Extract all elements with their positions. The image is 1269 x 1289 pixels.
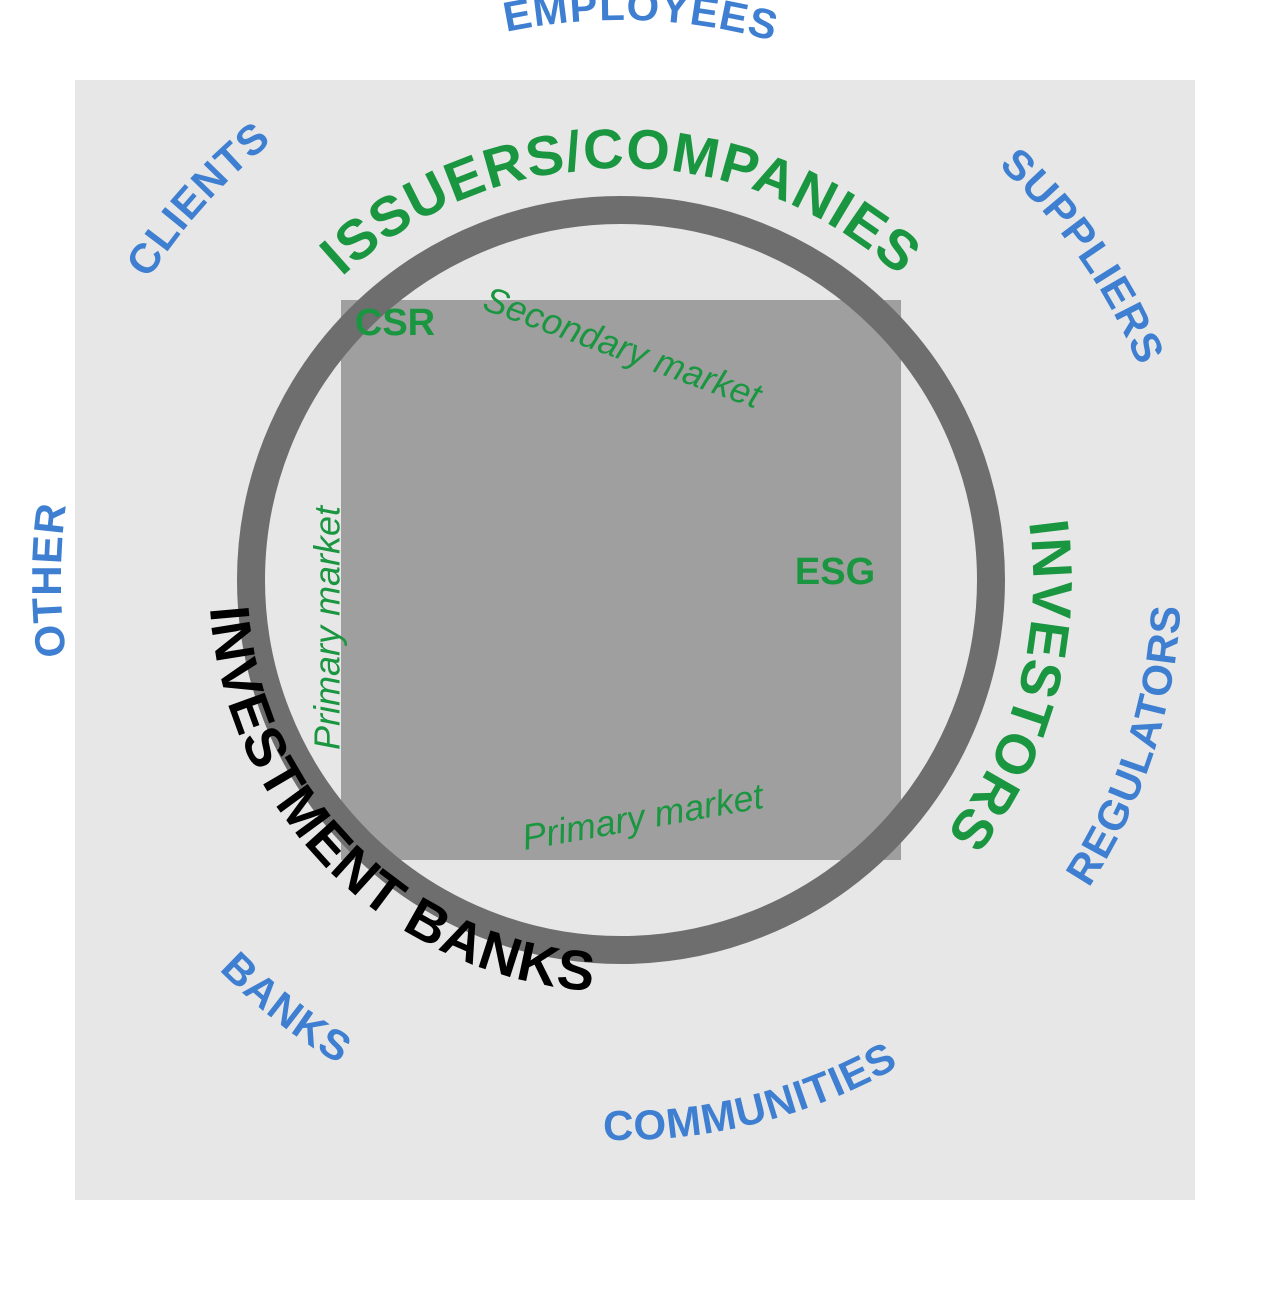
diagram-svg: EMPLOYEESSUPPLIERSREGULATORSCOMMUNITIESB… [0,0,1269,1289]
inner-bold-label: ESG [795,551,875,593]
inner-bold-label: CSR [355,302,435,344]
stakeholder-label: EMPLOYEES [499,0,783,50]
stakeholder-label: OTHER [23,500,75,660]
diagram-canvas: EMPLOYEESSUPPLIERSREGULATORSCOMMUNITIESB… [0,0,1269,1289]
inner-market-label: Primary market [306,504,347,750]
